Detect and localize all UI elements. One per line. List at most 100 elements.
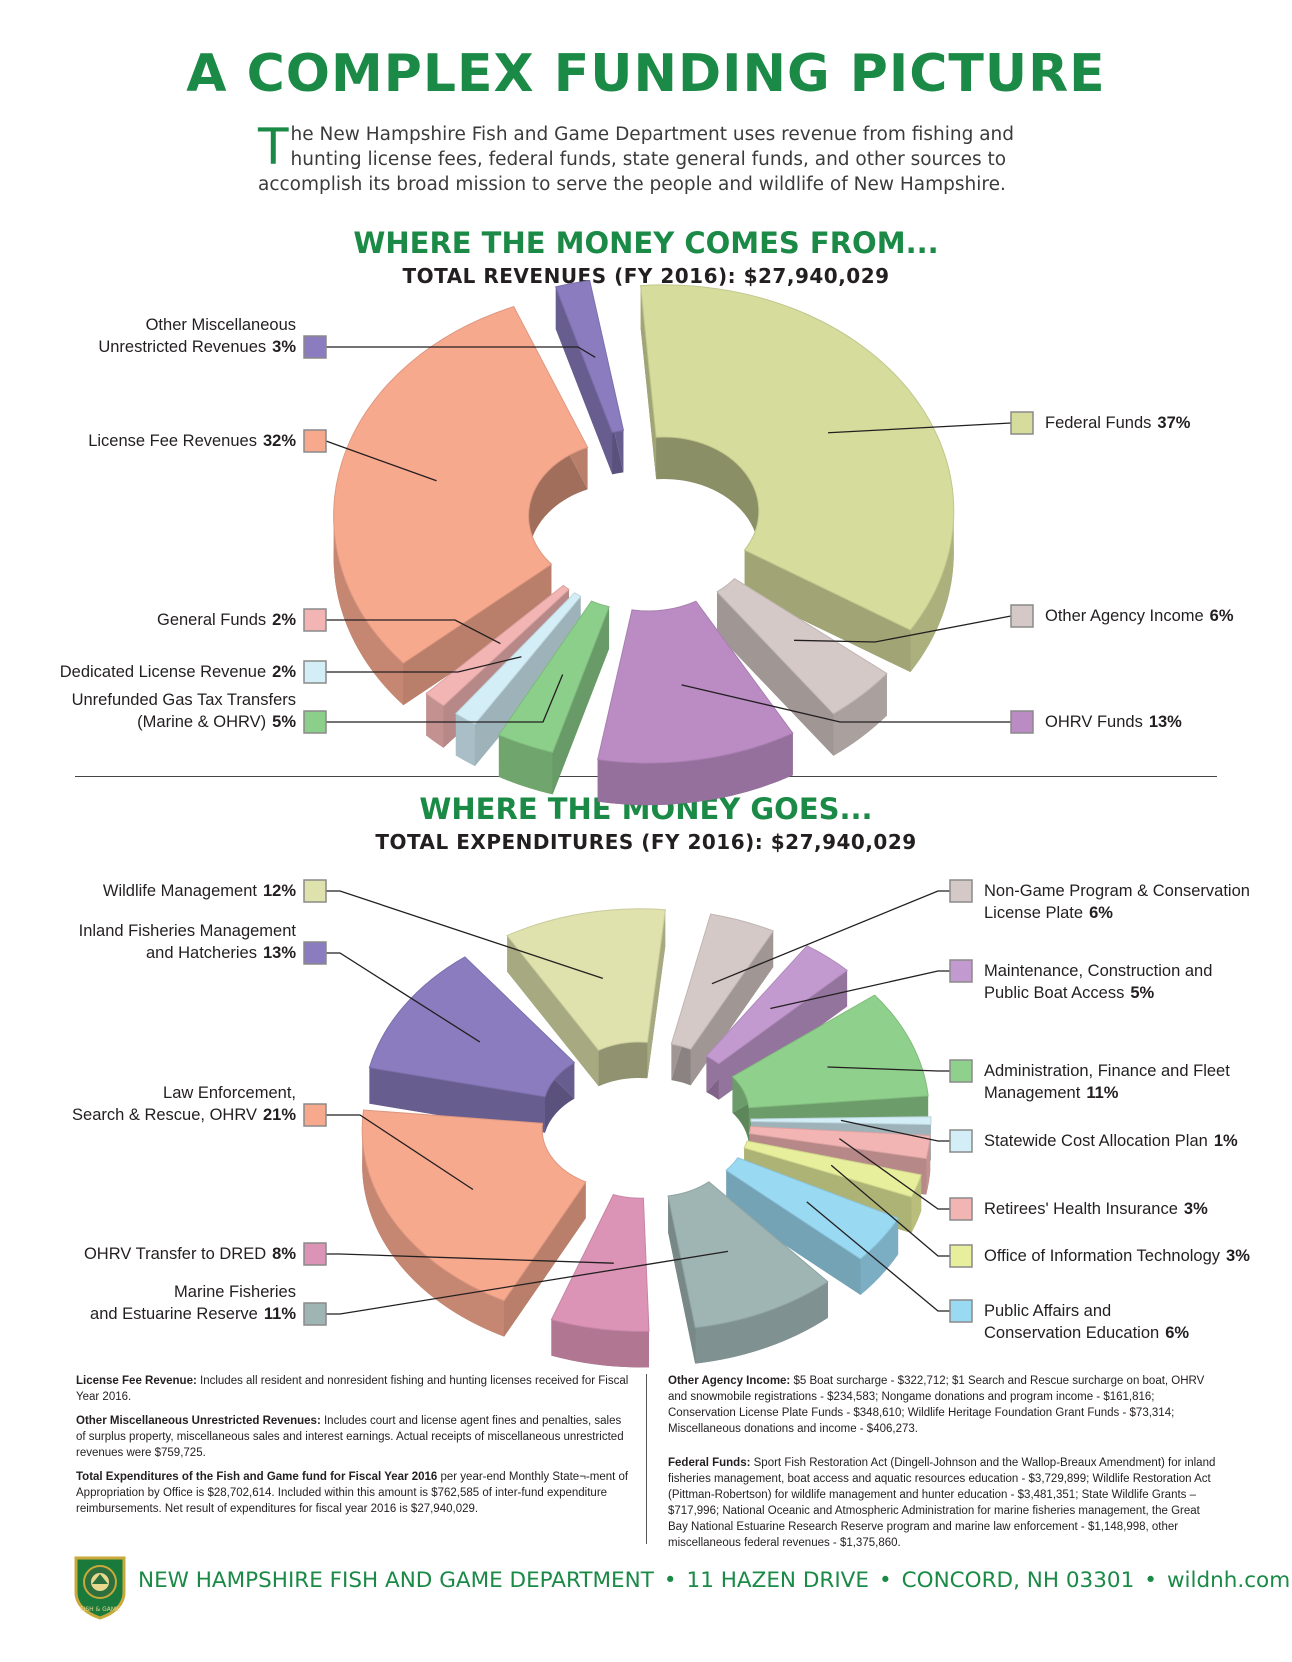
expenditure-legend-swatch [949,1059,973,1083]
expenditure-legend-label: Wildlife Management 12% [103,882,296,900]
revenue-slice [640,284,955,673]
intro-dropcap: T [258,118,289,176]
revenue-slice [716,577,888,756]
expenditure-legend-label: and Estuarine Reserve 11% [90,1305,296,1323]
expenditure-slice [368,956,576,1133]
revenue-slice [333,306,589,706]
expenditure-leader-line [840,1119,950,1142]
svg-text:FISH & GAME: FISH & GAME [80,1606,120,1613]
expenditure-legend-item: Inland Fisheries Management and Hatcherie… [79,922,481,1043]
expenditure-legend-value: 3% [1184,1200,1208,1218]
footer-city: CONCORD, NH 03301 [901,1568,1135,1593]
revenue-legend-value: 3% [272,338,296,356]
footer-org: NEW HAMPSHIRE FISH AND GAME DEPARTMENT [138,1568,654,1593]
revenue-leader-line [326,346,596,358]
expenditure-legend-label: Statewide Cost Allocation Plan 1% [984,1132,1238,1150]
expenditure-slice [670,913,775,1086]
expenditure-legend-item: Statewide Cost Allocation Plan 1% [840,1119,1238,1153]
note-total-expenditures: Total Expenditures of the Fish and Game … [76,1471,629,1515]
expenditure-slice [361,1109,587,1337]
note-other-agency-income: Other Agency Income: $5 Boat surcharge -… [668,1375,1205,1435]
expenditure-legend-swatch [949,879,973,903]
expenditure-subtitle: TOTAL EXPENDITURES (FY 2016): $27,940,02… [375,830,917,854]
revenue-subtitle: TOTAL REVENUES (FY 2016): $27,940,029 [402,264,890,288]
expenditure-legend-swatch [949,1244,973,1268]
expenditure-legend-item: Retirees' Health Insurance 3% [839,1138,1208,1221]
footer-website[interactable]: wildnh.com [1166,1568,1291,1593]
expenditure-leader-line [326,1253,614,1264]
expenditure-legend-swatch [303,1103,327,1127]
revenue-legend-item: Other Agency Income 6% [794,604,1234,643]
expenditure-legend-label: Management 11% [984,1084,1119,1102]
expenditure-legend-value: 13% [263,944,296,962]
expenditure-legend-swatch [949,959,973,983]
expenditure-legend-value: 6% [1089,904,1113,922]
expenditure-legend-item: Wildlife Management 12% [103,879,604,979]
expenditure-legend-item: Public Affairs and Conservation Education… [806,1201,1189,1342]
revenue-slice [597,600,794,806]
expenditure-legend-value: 6% [1165,1324,1189,1342]
expenditure-legend-label: and Hatcheries 13% [146,944,296,962]
notes-left-column: License Fee Revenue: Includes all reside… [76,1373,631,1525]
revenue-legend-label: Unrefunded Gas Tax Transfers [72,691,296,709]
revenue-legend-value: 37% [1157,414,1190,432]
expenditure-legend-item: Office of Information Technology 3% [830,1164,1250,1268]
revenue-legend-label: Unrestricted Revenues 3% [98,338,296,356]
revenue-legend-label: OHRV Funds 13% [1045,713,1182,731]
revenue-legend-value: 32% [263,432,296,450]
notes-divider [646,1374,647,1544]
revenue-leader-line [326,619,501,645]
revenue-leader-line [325,440,437,482]
revenue-legend-item: License Fee Revenues 32% [88,429,437,482]
expenditure-legend-label: Search & Rescue, OHRV 21% [72,1106,296,1124]
expenditure-pie-chart: Non-Game Program & Conservation License P… [72,879,1250,1368]
expenditure-legend-swatch [949,1299,973,1323]
revenue-legend-swatch [303,429,327,453]
expenditure-legend-label: Public Boat Access 5% [984,984,1155,1002]
expenditure-leader-line [827,1066,950,1072]
revenue-legend-value: 2% [272,663,296,681]
revenue-legend-item: OHRV Funds 13% [681,684,1182,734]
expenditure-leader-line [326,1250,729,1315]
revenue-legend-item: Unrefunded Gas Tax Transfers (Marine & OH… [72,674,564,734]
expenditure-legend-swatch [949,1129,973,1153]
revenue-leader-line [681,684,1011,723]
expenditure-legend-swatch [949,1197,973,1221]
revenue-legend-item: Federal Funds 37% [828,411,1191,435]
expenditure-legend-label: Non-Game Program & Conservation [984,882,1250,900]
expenditure-legend-label: Retirees' Health Insurance 3% [984,1200,1208,1218]
revenue-title: WHERE THE MONEY COMES FROM... [353,226,939,260]
expenditure-leader-line [326,1114,474,1191]
expenditure-legend-item: Law Enforcement, Search & Rescue, OHRV 21% [72,1084,474,1191]
revenue-slice [498,600,610,795]
expenditure-legend-item: Maintenance, Construction and Public Boat… [770,959,1212,1010]
revenue-legend-value: 2% [272,611,296,629]
expenditure-leader-line [711,890,950,985]
expenditure-legend-swatch [303,879,327,903]
expenditure-legend-label: Public Affairs and [984,1302,1111,1320]
expenditure-legend-value: 12% [263,882,296,900]
expenditure-leader-line [839,1138,950,1210]
footer-address: 11 HAZEN DRIVE [686,1568,869,1593]
revenue-legend-label: Other Agency Income 6% [1045,607,1234,625]
expenditure-legend-item: Non-Game Program & Conservation License P… [711,879,1250,985]
revenue-legend-value: 13% [1149,713,1182,731]
expenditure-legend-value: 11% [1086,1084,1118,1102]
expenditure-leader-line [806,1201,950,1312]
footer: FISH & GAME NEW HAMPSHIRE FISH AND GAME … [72,1554,1290,1620]
expenditure-legend-label: Maintenance, Construction and [984,962,1212,980]
revenue-legend-swatch [1010,411,1034,435]
revenue-legend-label: (Marine & OHRV) 5% [137,713,296,731]
revenue-slice [555,279,625,475]
revenue-legend-swatch [303,608,327,632]
revenue-legend-label: Federal Funds 37% [1045,414,1191,432]
expenditure-legend-label: License Plate 6% [984,904,1113,922]
revenue-legend-label: License Fee Revenues 32% [88,432,296,450]
expenditure-leader-line [326,952,481,1043]
expenditure-slice [506,908,666,1087]
note-federal-funds: Federal Funds: Sport Fish Restoration Ac… [668,1457,1216,1549]
revenue-legend-item: Other Miscellaneous Unrestricted Revenues… [98,316,596,359]
notes-right-column: Other Agency Income: $5 Boat surcharge -… [668,1373,1216,1559]
expenditure-leader-line [830,1164,950,1257]
